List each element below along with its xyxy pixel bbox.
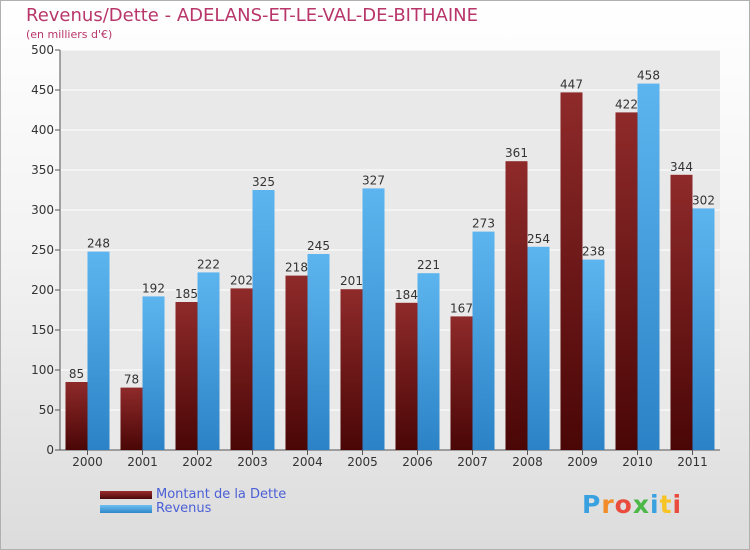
data-label: 238 xyxy=(582,245,605,259)
x-tick-label: 2001 xyxy=(127,455,158,469)
bar-dette xyxy=(175,302,198,450)
data-label: 325 xyxy=(252,175,275,189)
bar-dette xyxy=(615,112,638,451)
logo-letter: o xyxy=(614,490,633,519)
bar-revenus xyxy=(417,273,440,450)
logo-letter: P xyxy=(582,490,602,519)
x-tick-label: 2000 xyxy=(72,455,103,469)
bar-dette xyxy=(340,289,363,450)
data-label: 361 xyxy=(505,146,528,160)
y-tick-label: 400 xyxy=(31,123,54,137)
x-tick-label: 2005 xyxy=(347,455,378,469)
x-tick-label: 2010 xyxy=(622,455,653,469)
logo-letter: r xyxy=(601,490,615,519)
bar-dette xyxy=(560,92,583,451)
y-tick-label: 100 xyxy=(31,363,54,377)
logo-letter: x xyxy=(632,490,650,519)
chart-title: Revenus/Dette - ADELANS-ET-LE-VAL-DE-BIT… xyxy=(26,5,478,26)
data-label: 458 xyxy=(637,69,660,83)
bar-revenus xyxy=(637,83,660,450)
data-label: 85 xyxy=(69,367,84,381)
data-label: 78 xyxy=(124,373,139,387)
x-tick-label: 2006 xyxy=(402,455,433,469)
x-tick-label: 2011 xyxy=(677,455,708,469)
y-tick-label: 0 xyxy=(46,443,54,457)
y-tick-label: 500 xyxy=(31,43,54,57)
bar-revenus xyxy=(307,254,330,450)
x-tick-label: 2008 xyxy=(512,455,543,469)
x-tick-label: 2003 xyxy=(237,455,268,469)
bar-dette xyxy=(65,382,88,450)
data-label: 192 xyxy=(142,281,165,295)
y-tick-label: 250 xyxy=(31,243,54,257)
data-label: 302 xyxy=(692,193,715,207)
y-tick-label: 200 xyxy=(31,283,54,297)
y-tick-label: 50 xyxy=(39,403,54,417)
bar-revenus xyxy=(87,251,110,450)
bar-dette xyxy=(450,316,473,450)
bar-dette xyxy=(395,302,418,450)
x-tick-label: 2007 xyxy=(457,455,488,469)
data-label: 422 xyxy=(615,97,638,111)
data-label: 254 xyxy=(527,232,550,246)
chart-subtitle: (en milliers d'€) xyxy=(26,28,113,41)
data-label: 222 xyxy=(197,257,220,271)
y-tick-label: 450 xyxy=(31,83,54,97)
data-label: 185 xyxy=(175,287,198,301)
data-label: 201 xyxy=(340,274,363,288)
data-label: 447 xyxy=(560,77,583,91)
data-label: 248 xyxy=(87,237,110,251)
bar-revenus xyxy=(472,231,495,450)
logo-letter: i xyxy=(650,490,660,519)
data-label: 221 xyxy=(417,258,440,272)
x-tick-label: 2004 xyxy=(292,455,323,469)
logo-letter: t xyxy=(659,490,673,519)
bar-revenus xyxy=(252,190,275,450)
bar-dette xyxy=(285,275,308,450)
bar-revenus xyxy=(582,259,605,450)
proxiti-logo: Proxiti xyxy=(582,490,682,519)
bar-revenus xyxy=(362,188,385,450)
data-label: 344 xyxy=(670,160,693,174)
legend-item-revenus: Revenus xyxy=(100,501,211,516)
data-label: 167 xyxy=(450,301,473,315)
bar-dette xyxy=(230,288,253,450)
bar-revenus xyxy=(692,208,715,450)
bar-revenus xyxy=(142,296,165,450)
y-tick-label: 350 xyxy=(31,163,54,177)
legend-swatch-revenus xyxy=(100,504,152,513)
y-tick-label: 300 xyxy=(31,203,54,217)
bar-dette xyxy=(670,174,693,451)
data-label: 184 xyxy=(395,288,418,302)
data-label: 245 xyxy=(307,239,330,253)
legend-label-dette: Montant de la Dette xyxy=(156,487,287,502)
y-tick-label: 150 xyxy=(31,323,54,337)
bar-dette xyxy=(120,387,143,450)
x-tick-label: 2002 xyxy=(182,455,213,469)
bar-revenus xyxy=(197,272,220,450)
legend-item-dette: Montant de la Dette xyxy=(100,487,286,502)
logo-letter: i xyxy=(672,490,683,519)
x-tick-label: 2009 xyxy=(567,455,598,469)
data-label: 202 xyxy=(230,273,253,287)
data-label: 218 xyxy=(285,261,308,275)
legend-label-revenus: Revenus xyxy=(156,501,212,516)
bar-revenus xyxy=(527,246,550,450)
data-label: 327 xyxy=(362,173,385,187)
legend-swatch-dette xyxy=(100,490,152,499)
bar-dette xyxy=(505,161,528,450)
data-label: 273 xyxy=(472,217,495,231)
